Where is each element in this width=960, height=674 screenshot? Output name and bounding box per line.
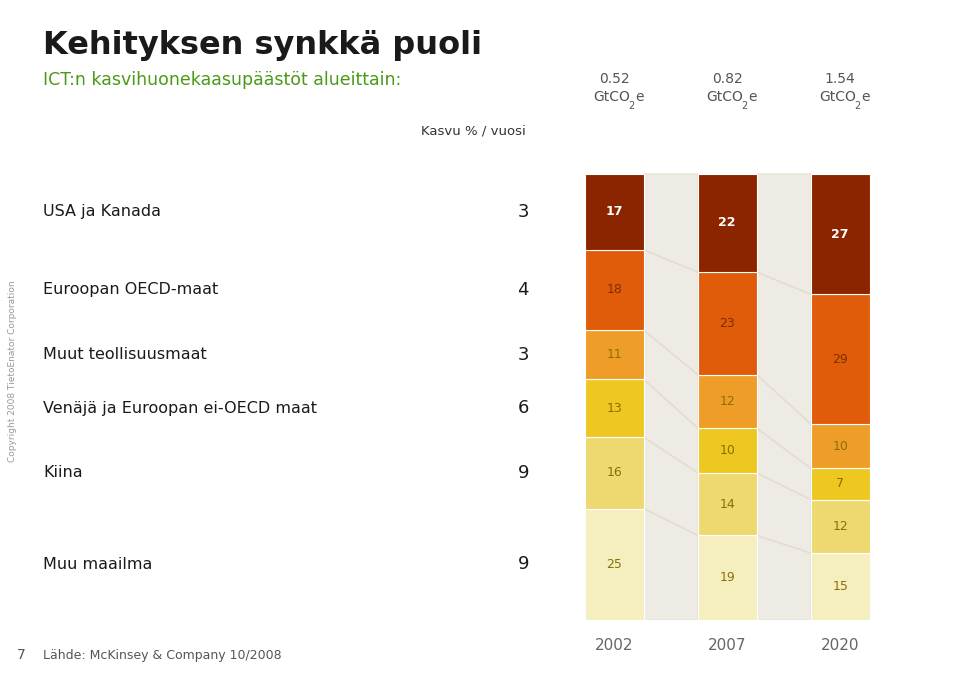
Text: 23: 23 <box>719 317 735 330</box>
Text: 15: 15 <box>832 580 849 593</box>
Bar <box>811 468 870 499</box>
Polygon shape <box>643 250 698 375</box>
Text: 2002: 2002 <box>595 638 634 653</box>
Polygon shape <box>756 375 811 468</box>
Text: 3: 3 <box>517 346 529 363</box>
Text: GtCO: GtCO <box>819 90 856 104</box>
Bar <box>698 428 756 473</box>
Text: 4: 4 <box>517 281 529 299</box>
Text: 2: 2 <box>628 100 635 111</box>
Text: Kehityksen synkkä puoli: Kehityksen synkkä puoli <box>43 30 482 61</box>
Text: USA ja Kanada: USA ja Kanada <box>43 204 161 219</box>
Text: Muut teollisuusmaat: Muut teollisuusmaat <box>43 347 207 362</box>
Text: 2: 2 <box>741 100 748 111</box>
Bar <box>585 379 643 437</box>
Text: Venäjä ja Euroopan ei-OECD maat: Venäjä ja Euroopan ei-OECD maat <box>43 400 317 416</box>
Text: 3: 3 <box>517 203 529 221</box>
Text: GtCO: GtCO <box>593 90 630 104</box>
Polygon shape <box>756 272 811 424</box>
Polygon shape <box>756 535 811 620</box>
Text: Kasvu % / vuosi: Kasvu % / vuosi <box>421 124 526 137</box>
Text: www.tietoenator.com: www.tietoenator.com <box>935 47 944 128</box>
Text: 9: 9 <box>517 555 529 574</box>
Text: e: e <box>861 90 870 104</box>
Text: Lähde: McKinsey & Company 10/2008: Lähde: McKinsey & Company 10/2008 <box>43 649 282 662</box>
Polygon shape <box>756 428 811 499</box>
Text: 1.54: 1.54 <box>825 72 855 86</box>
Text: 0.52: 0.52 <box>599 72 630 86</box>
Polygon shape <box>643 379 698 473</box>
Bar <box>585 250 643 330</box>
Text: ICT:n kasvihuonekaasupäästöt alueittain:: ICT:n kasvihuonekaasupäästöt alueittain: <box>43 71 401 89</box>
Text: 18: 18 <box>606 283 622 297</box>
Text: 6: 6 <box>517 399 529 417</box>
Polygon shape <box>643 508 698 620</box>
Bar <box>585 174 643 250</box>
Bar <box>698 473 756 535</box>
Text: GtCO: GtCO <box>706 90 743 104</box>
Text: Kiina: Kiina <box>43 465 83 481</box>
Text: 12: 12 <box>832 520 848 533</box>
Text: 2: 2 <box>854 100 860 111</box>
Text: 11: 11 <box>607 348 622 361</box>
Polygon shape <box>643 437 698 535</box>
Text: 25: 25 <box>606 558 622 571</box>
Bar <box>698 375 756 428</box>
Bar <box>585 330 643 379</box>
Text: 14: 14 <box>719 497 735 511</box>
Text: Copyright 2008 TietoEnator Corporation: Copyright 2008 TietoEnator Corporation <box>8 280 17 462</box>
Bar <box>585 508 643 620</box>
Text: 9: 9 <box>517 464 529 482</box>
Bar <box>585 437 643 508</box>
Text: 2020: 2020 <box>821 638 859 653</box>
Bar <box>811 499 870 553</box>
Text: 10: 10 <box>832 439 849 452</box>
Text: 17: 17 <box>606 206 623 218</box>
Bar <box>698 272 756 375</box>
Text: 10: 10 <box>719 444 735 457</box>
Text: e: e <box>636 90 644 104</box>
Text: 0.82: 0.82 <box>711 72 743 86</box>
Text: 29: 29 <box>832 353 848 365</box>
Text: 7: 7 <box>17 648 26 662</box>
Bar <box>811 295 870 424</box>
Text: 22: 22 <box>718 216 736 229</box>
Text: 19: 19 <box>719 571 735 584</box>
Polygon shape <box>756 174 811 295</box>
Bar <box>811 174 870 295</box>
Text: 12: 12 <box>719 395 735 408</box>
Text: 7: 7 <box>836 477 844 491</box>
Text: 16: 16 <box>607 466 622 479</box>
Text: 2007: 2007 <box>708 638 747 653</box>
Text: 27: 27 <box>831 228 849 241</box>
Bar <box>698 174 756 272</box>
Text: e: e <box>749 90 756 104</box>
Bar <box>698 535 756 620</box>
Text: Euroopan OECD-maat: Euroopan OECD-maat <box>43 282 219 297</box>
Bar <box>811 553 870 620</box>
Polygon shape <box>756 473 811 553</box>
Text: 13: 13 <box>607 402 622 415</box>
Text: Muu maailma: Muu maailma <box>43 557 153 572</box>
Polygon shape <box>643 330 698 428</box>
Polygon shape <box>643 174 698 272</box>
Bar <box>811 424 870 468</box>
